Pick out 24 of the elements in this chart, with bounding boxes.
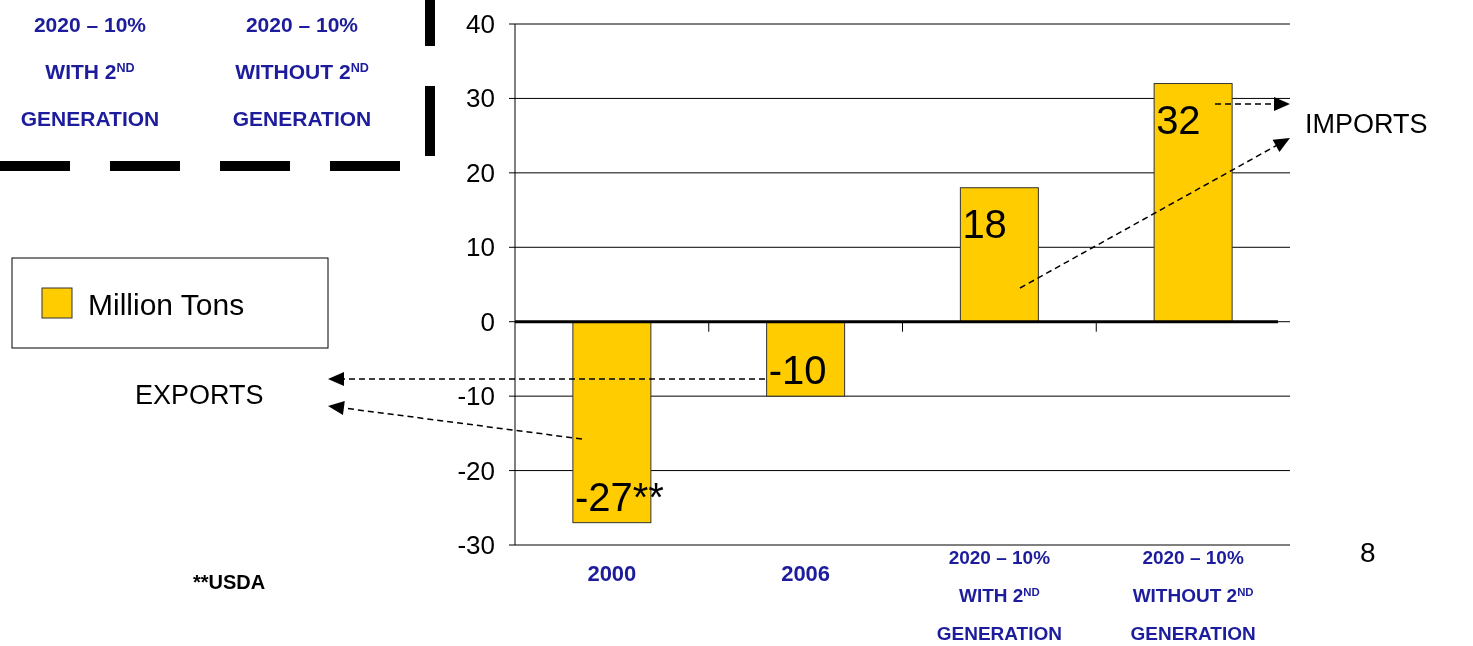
bar <box>959 187 1039 323</box>
x-tick-label: 2000 <box>587 561 637 586</box>
y-tick-label: -10 <box>457 381 495 412</box>
y-tick-label: 20 <box>466 157 495 188</box>
data-label: 18 <box>962 201 1007 246</box>
y-tick-label: 30 <box>466 83 495 114</box>
y-tick-label: -20 <box>457 455 495 486</box>
x-tick-label: 2006 <box>781 561 831 586</box>
text: 8 <box>1360 537 1376 568</box>
y-tick-label: 40 <box>466 9 495 39</box>
text: 2020 – 10% WITH 2$^{ND}$ GENERATION <box>20 13 160 130</box>
y-tick-label: 10 <box>466 232 495 263</box>
text: **USDA <box>193 571 266 593</box>
text: 2020 – 10% WITHOUT 2$^{ND}$ GENERATION <box>232 13 372 130</box>
legend-label: Million Tons <box>88 288 245 321</box>
category-label: 2020 – 10% WITHOUT 2$^{ND}$ GENERATION <box>1130 547 1256 644</box>
data-label: 32 <box>1156 97 1201 142</box>
text: IMPORTS <box>1305 109 1428 139</box>
bar <box>1153 83 1233 323</box>
y-tick-label: 0 <box>480 306 495 337</box>
data-label: -10 <box>768 348 827 393</box>
category-label: 2020 – 10% WITH 2$^{ND}$ GENERATION <box>936 547 1063 644</box>
text: EXPORTS <box>135 380 264 410</box>
y-tick-label: -30 <box>457 530 495 560</box>
